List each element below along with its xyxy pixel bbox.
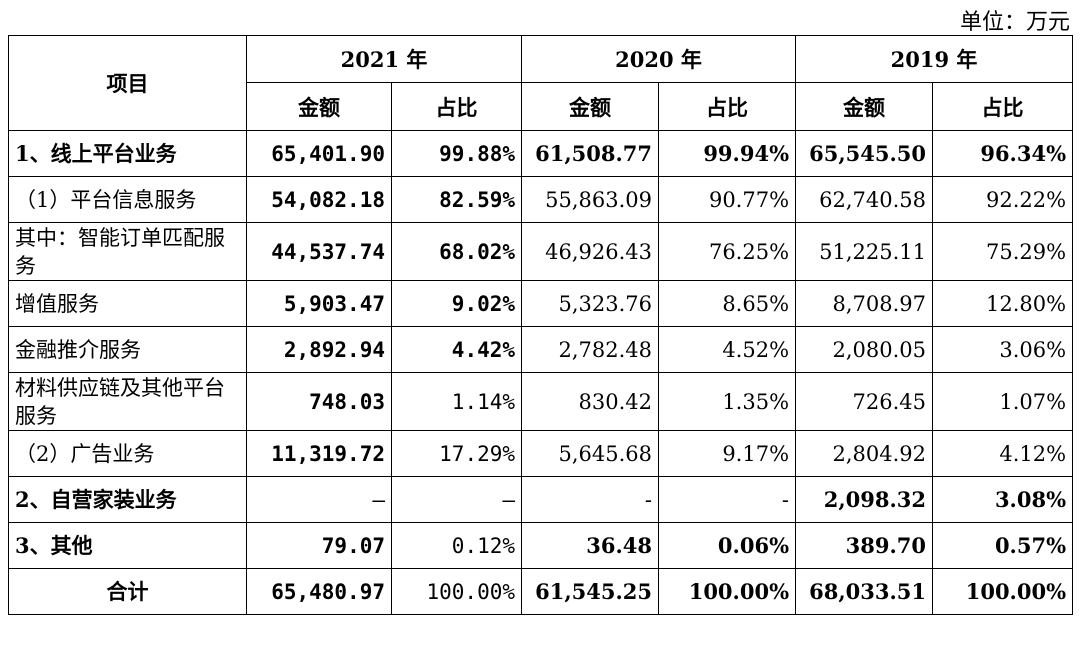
cell-amount-2019: 2,804.92 <box>795 430 934 477</box>
cell-amount-2021: 11,319.72 <box>246 430 392 477</box>
cell-ratio-2021: 82.59% <box>390 176 523 223</box>
cell-amount-2020: 5,645.68 <box>521 430 660 477</box>
row-label: 增值服务 <box>8 280 247 327</box>
ratio-header-2021: 占比 <box>390 82 523 131</box>
cell-ratio-2020: 90.77% <box>658 176 797 223</box>
cell-ratio-2019: 75.29% <box>932 222 1074 281</box>
cell-ratio-2020: 0.06% <box>658 522 797 569</box>
table-row: 2、自营家装业务 – – - - 2,098.32 3.08% <box>8 476 1074 523</box>
cell-ratio-2020: 99.94% <box>658 130 797 177</box>
row-label: 2、自营家装业务 <box>8 476 247 523</box>
cell-ratio-2021: 17.29% <box>390 430 523 477</box>
cell-ratio-2019: 1.07% <box>932 372 1074 431</box>
row-label: 金融推介服务 <box>8 326 247 373</box>
cell-amount-2020: 830.42 <box>521 372 660 431</box>
cell-ratio-2019: 96.34% <box>932 130 1074 177</box>
year-header-2019: 2019 年 <box>795 35 1074 83</box>
cell-amount-2021: 54,082.18 <box>246 176 392 223</box>
cell-amount-2019: 2,080.05 <box>795 326 934 373</box>
cell-ratio-2021: 68.02% <box>390 222 523 281</box>
row-label: （2）广告业务 <box>8 430 247 477</box>
row-label: 合计 <box>8 568 247 615</box>
cell-amount-2020: 55,863.09 <box>521 176 660 223</box>
cell-ratio-2019: 100.00% <box>932 568 1074 615</box>
row-label: 材料供应链及其他平台服务 <box>8 372 247 431</box>
cell-amount-2020: - <box>521 476 660 523</box>
cell-ratio-2020: 76.25% <box>658 222 797 281</box>
cell-amount-2020: 61,508.77 <box>521 130 660 177</box>
cell-amount-2019: 62,740.58 <box>795 176 934 223</box>
ratio-header-2020: 占比 <box>658 82 797 131</box>
cell-amount-2021: – <box>246 476 392 523</box>
cell-ratio-2020: 1.35% <box>658 372 797 431</box>
year-header-2021: 2021 年 <box>245 35 523 83</box>
unit-label: 单位：万元 <box>959 10 1070 35</box>
cell-ratio-2020: 4.52% <box>658 326 797 373</box>
cell-amount-2019: 68,033.51 <box>795 568 934 615</box>
cell-amount-2019: 2,098.32 <box>795 476 934 523</box>
table-row: 材料供应链及其他平台服务 748.03 1.14% 830.42 1.35% 7… <box>8 372 1074 431</box>
item-header: 项目 <box>8 35 247 131</box>
cell-amount-2021: 748.03 <box>246 372 392 431</box>
cell-ratio-2020: 100.00% <box>658 568 797 615</box>
cell-ratio-2020: - <box>658 476 797 523</box>
row-label: 其中：智能订单匹配服务 <box>8 222 247 281</box>
amount-header-2020: 金额 <box>521 82 660 131</box>
table-row: （1）平台信息服务 54,082.18 82.59% 55,863.09 90.… <box>8 176 1074 223</box>
cell-ratio-2021: 1.14% <box>390 372 523 431</box>
cell-amount-2020: 5,323.76 <box>521 280 660 327</box>
ratio-header-2019: 占比 <box>932 82 1074 131</box>
cell-ratio-2019: 92.22% <box>932 176 1074 223</box>
table-row: 金融推介服务 2,892.94 4.42% 2,782.48 4.52% 2,0… <box>8 326 1074 373</box>
table-row: 其中：智能订单匹配服务 44,537.74 68.02% 46,926.43 7… <box>8 222 1074 281</box>
cell-ratio-2021: 100.00% <box>390 568 523 615</box>
cell-amount-2019: 51,225.11 <box>795 222 934 281</box>
row-label: 1、线上平台业务 <box>8 130 247 177</box>
table-row: 1、线上平台业务 65,401.90 99.88% 61,508.77 99.9… <box>8 130 1074 177</box>
amount-header-2019: 金额 <box>795 82 934 131</box>
cell-ratio-2021: 4.42% <box>390 326 523 373</box>
cell-ratio-2021: – <box>390 476 523 523</box>
amount-header-2021: 金额 <box>246 82 392 131</box>
cell-ratio-2021: 99.88% <box>390 130 523 177</box>
cell-amount-2021: 79.07 <box>246 522 392 569</box>
table-row: 增值服务 5,903.47 9.02% 5,323.76 8.65% 8,708… <box>8 280 1074 327</box>
cell-amount-2020: 36.48 <box>521 522 660 569</box>
cell-amount-2019: 726.45 <box>795 372 934 431</box>
cell-amount-2021: 2,892.94 <box>246 326 392 373</box>
cell-amount-2021: 5,903.47 <box>246 280 392 327</box>
cell-amount-2020: 46,926.43 <box>521 222 660 281</box>
header-row-years: 项目 2021 年 2020 年 2019 年 <box>8 35 1074 131</box>
cell-ratio-2019: 4.12% <box>932 430 1074 477</box>
cell-ratio-2019: 12.80% <box>932 280 1074 327</box>
cell-ratio-2019: 0.57% <box>932 522 1074 569</box>
cell-ratio-2019: 3.06% <box>932 326 1074 373</box>
year-header-2020: 2020 年 <box>521 35 797 83</box>
table-row: （2）广告业务 11,319.72 17.29% 5,645.68 9.17% … <box>8 430 1074 477</box>
table-row-total: 合计 65,480.97 100.00% 61,545.25 100.00% 6… <box>8 568 1074 615</box>
cell-amount-2019: 8,708.97 <box>795 280 934 327</box>
cell-amount-2021: 65,401.90 <box>246 130 392 177</box>
row-label: （1）平台信息服务 <box>8 176 247 223</box>
cell-ratio-2020: 9.17% <box>658 430 797 477</box>
cell-ratio-2021: 0.12% <box>390 522 523 569</box>
revenue-table: 项目 2021 年 2020 年 2019 年 金额 占比 金额 占比 金额 占… <box>8 35 1074 615</box>
cell-amount-2019: 389.70 <box>795 522 934 569</box>
cell-amount-2021: 44,537.74 <box>246 222 392 281</box>
cell-amount-2020: 61,545.25 <box>521 568 660 615</box>
cell-amount-2019: 65,545.50 <box>795 130 934 177</box>
row-label: 3、其他 <box>8 522 247 569</box>
cell-amount-2021: 65,480.97 <box>246 568 392 615</box>
cell-ratio-2021: 9.02% <box>390 280 523 327</box>
cell-amount-2020: 2,782.48 <box>521 326 660 373</box>
cell-ratio-2019: 3.08% <box>932 476 1074 523</box>
table-row: 3、其他 79.07 0.12% 36.48 0.06% 389.70 0.57… <box>8 522 1074 569</box>
cell-ratio-2020: 8.65% <box>658 280 797 327</box>
